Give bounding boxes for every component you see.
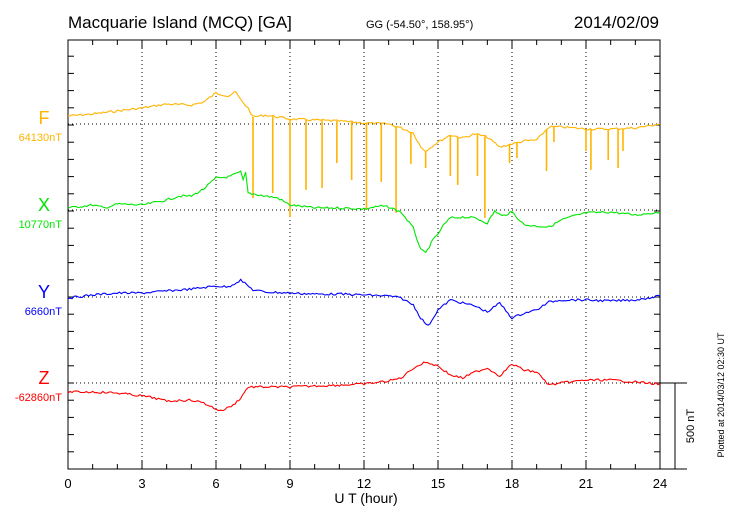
x-tick-label: 24 <box>653 476 667 491</box>
x-tick-label: 6 <box>212 476 219 491</box>
station-title: Macquarie Island (MCQ) [GA] <box>68 13 292 32</box>
series-label-x: X <box>38 195 50 215</box>
x-axis-label: U T (hour) <box>334 490 397 506</box>
x-tick-label: 21 <box>579 476 593 491</box>
x-tick-label: 0 <box>64 476 71 491</box>
trace-f <box>68 90 661 153</box>
series-label-y: Y <box>38 282 50 302</box>
plot-date: 2014/02/09 <box>574 13 659 32</box>
trace-z <box>67 361 661 412</box>
baseline-value-y: 6660nT <box>25 306 63 318</box>
baseline-value-x: 10770nT <box>19 219 63 231</box>
baseline-value-z: -62860nT <box>15 392 62 404</box>
x-tick-label: 9 <box>286 476 293 491</box>
plotted-timestamp: Plotted at 2014/03/12 02:30 UT <box>716 332 726 458</box>
x-tick-label: 12 <box>357 476 371 491</box>
series-label-z: Z <box>39 368 50 388</box>
trace-y <box>67 278 661 326</box>
x-tick-label: 3 <box>138 476 145 491</box>
baseline-value-f: 64130nT <box>19 132 63 144</box>
station-coordinates: GG (-54.50°, 158.95°) <box>366 19 473 31</box>
trace-x <box>67 170 661 254</box>
x-tick-label: 15 <box>431 476 445 491</box>
x-tick-label: 18 <box>505 476 519 491</box>
series-label-f: F <box>39 108 50 128</box>
scale-bar-label: 500 nT <box>685 409 697 444</box>
